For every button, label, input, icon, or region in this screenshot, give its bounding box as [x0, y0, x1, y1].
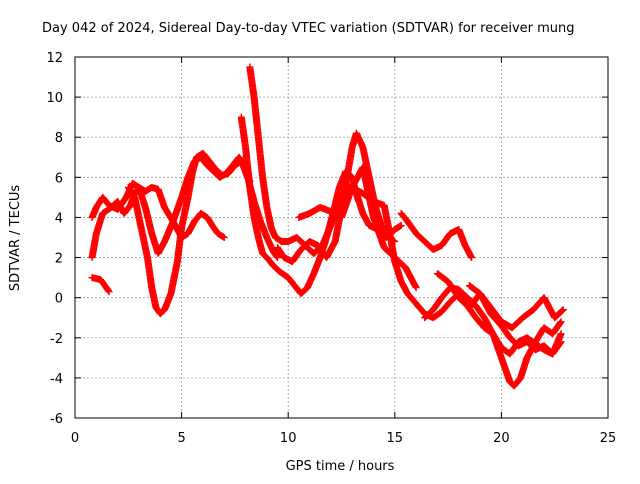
- series-track-11: [421, 284, 565, 390]
- y-tick-label-0: -6: [50, 412, 63, 427]
- x-axis-title: GPS time / hours: [286, 459, 395, 474]
- data-point: [412, 284, 420, 292]
- data-point: [220, 234, 228, 241]
- y-tick-label-3: 0: [55, 292, 63, 307]
- y-tick-label-6: 6: [55, 171, 63, 186]
- chart-title: Day 042 of 2024, Sidereal Day-to-day VTE…: [42, 21, 575, 36]
- y-tick-label-5: 4: [55, 211, 63, 226]
- data-points: [88, 63, 567, 390]
- series-track-1: [88, 274, 113, 296]
- y-tick-label-8: 10: [46, 91, 63, 106]
- data-point: [558, 307, 566, 315]
- data-point: [104, 287, 112, 295]
- y-tick-label-4: 2: [55, 252, 63, 267]
- x-tick-label-5: 25: [600, 431, 617, 446]
- data-point: [105, 288, 113, 296]
- y-tick-label-1: -4: [50, 372, 63, 387]
- data-point: [397, 221, 405, 229]
- series-track-10: [397, 209, 476, 262]
- data-point: [559, 306, 567, 314]
- x-tick-label-2: 10: [280, 431, 297, 446]
- x-tick-label-0: 0: [71, 431, 79, 446]
- data-point: [468, 254, 476, 262]
- y-tick-label-2: -2: [50, 332, 63, 347]
- x-tick-label-1: 5: [177, 431, 185, 446]
- data-point: [557, 330, 565, 338]
- data-point: [556, 319, 564, 327]
- series-track-13: [465, 282, 565, 358]
- x-tick-label-3: 15: [387, 431, 404, 446]
- data-point: [274, 254, 282, 262]
- data-point: [557, 318, 565, 326]
- y-axis-title: SDTVAR / TECUs: [8, 185, 23, 292]
- plot-frame: [74, 56, 609, 419]
- axis-ticks: 0 5 10 15 20 25 -6 -4 -2 0 2 4 6 8 10 12: [46, 51, 616, 446]
- y-tick-label-7: 8: [55, 131, 63, 146]
- y-tick-label-9: 12: [46, 51, 63, 66]
- x-tick-label-4: 20: [493, 431, 510, 446]
